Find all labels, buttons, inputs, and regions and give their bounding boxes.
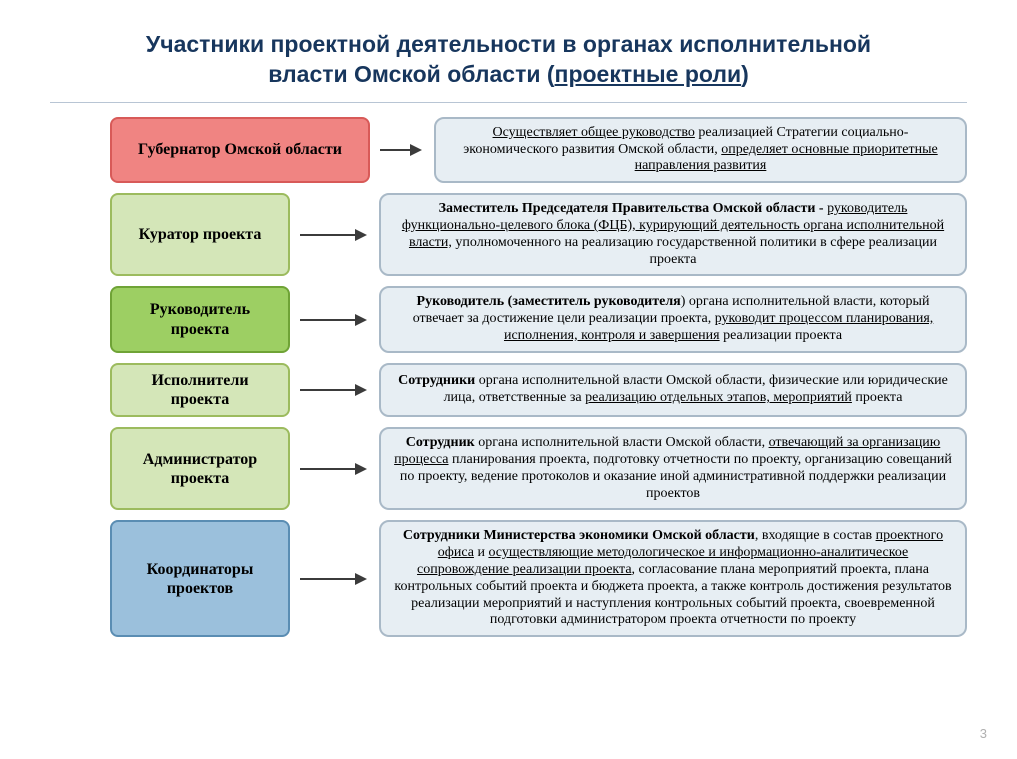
role-row-performers: Исполнители проекта Сотрудники органа ис… xyxy=(50,363,967,417)
role-row-curator: Куратор проекта Заместитель Председателя… xyxy=(50,193,967,276)
desc-coordinators: Сотрудники Министерства экономики Омской… xyxy=(379,520,967,637)
title-line2b: ) xyxy=(741,61,749,87)
role-row-coordinators: Координаторы проектов Сотрудники Министе… xyxy=(50,520,967,637)
desc-performers: Сотрудники органа исполнительной власти … xyxy=(379,363,967,417)
role-leader: Руководитель проекта xyxy=(110,286,290,352)
role-row-leader: Руководитель проекта Руководитель (замес… xyxy=(50,286,967,352)
arrow-icon xyxy=(290,520,379,637)
desc-leader: Руководитель (заместитель руководителя) … xyxy=(379,286,967,352)
desc-governor: Осуществляет общее руководство реализаци… xyxy=(434,117,967,183)
role-row-administrator: Администратор проекта Сотрудник органа и… xyxy=(50,427,967,510)
arrow-icon xyxy=(290,193,379,276)
arrow-icon xyxy=(290,363,379,417)
role-performers: Исполнители проекта xyxy=(110,363,290,417)
title-line2-underline: проектные роли xyxy=(555,61,742,87)
title-line1: Участники проектной деятельности в орган… xyxy=(146,31,871,57)
rows-container: Губернатор Омской области Осуществляет о… xyxy=(50,117,967,637)
divider xyxy=(50,102,967,103)
role-administrator: Администратор проекта xyxy=(110,427,290,510)
desc-administrator: Сотрудник органа исполнительной власти О… xyxy=(379,427,967,510)
role-coordinators: Координаторы проектов xyxy=(110,520,290,637)
desc-curator: Заместитель Председателя Правительства О… xyxy=(379,193,967,276)
arrow-icon xyxy=(370,117,434,183)
role-row-governor: Губернатор Омской области Осуществляет о… xyxy=(50,117,967,183)
arrow-icon xyxy=(290,286,379,352)
title-line2a: власти Омской области ( xyxy=(268,61,554,87)
role-governor: Губернатор Омской области xyxy=(110,117,370,183)
arrow-icon xyxy=(290,427,379,510)
page-number: 3 xyxy=(980,726,987,741)
page-title: Участники проектной деятельности в орган… xyxy=(50,30,967,90)
role-curator: Куратор проекта xyxy=(110,193,290,276)
